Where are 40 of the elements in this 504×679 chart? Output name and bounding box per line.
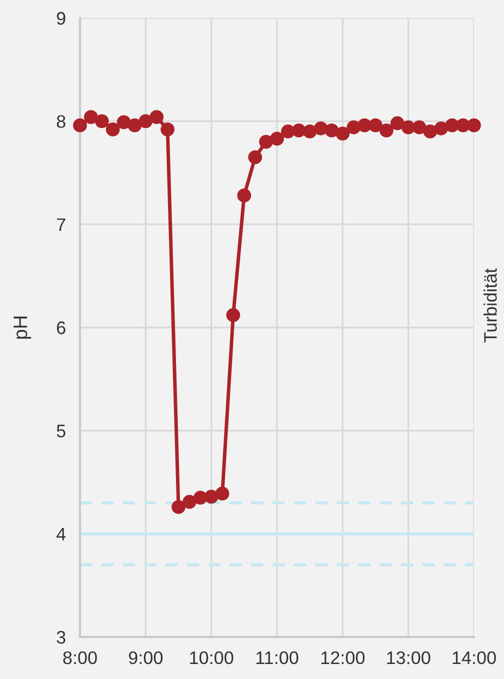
point: [412, 120, 426, 134]
y-tick-label: 4: [56, 528, 66, 540]
point: [138, 114, 153, 128]
point: [226, 308, 240, 322]
point: [215, 486, 230, 501]
point: [248, 150, 262, 164]
point: [336, 126, 350, 140]
point: [94, 114, 109, 128]
point: [368, 118, 382, 132]
point: [270, 132, 284, 146]
point: [128, 118, 142, 132]
y-tick-label: 5: [56, 424, 66, 438]
point: [150, 110, 164, 124]
y-tick-label: 3: [56, 630, 66, 644]
x-tick-label: 13:00: [387, 651, 430, 664]
y-axis-title: pH: [14, 316, 32, 339]
x-tick-label: 9:00: [128, 651, 163, 664]
point: [172, 500, 186, 514]
point: [84, 110, 98, 124]
point: [467, 118, 481, 132]
point: [106, 122, 120, 136]
y-tick-label: 8: [56, 115, 66, 128]
x-tick-label: 12:00: [321, 651, 365, 664]
x-tick-label: 11:00: [256, 651, 298, 664]
point: [302, 124, 317, 138]
x-tick-label: 14:00: [452, 651, 496, 664]
x-tick-label: 10:00: [190, 651, 234, 664]
x-tick-label: 8:00: [63, 651, 97, 664]
y2-axis-title: Turbidität: [484, 268, 497, 342]
point: [324, 124, 339, 138]
point: [237, 188, 252, 202]
point: [182, 494, 196, 509]
point: [390, 116, 404, 130]
y-tick-label: 6: [56, 321, 66, 334]
point: [380, 124, 394, 138]
point: [434, 121, 448, 136]
point: [73, 118, 87, 132]
y-tick-label: 9: [56, 12, 66, 25]
y-tick-label: 7: [56, 218, 66, 231]
point: [160, 122, 174, 136]
